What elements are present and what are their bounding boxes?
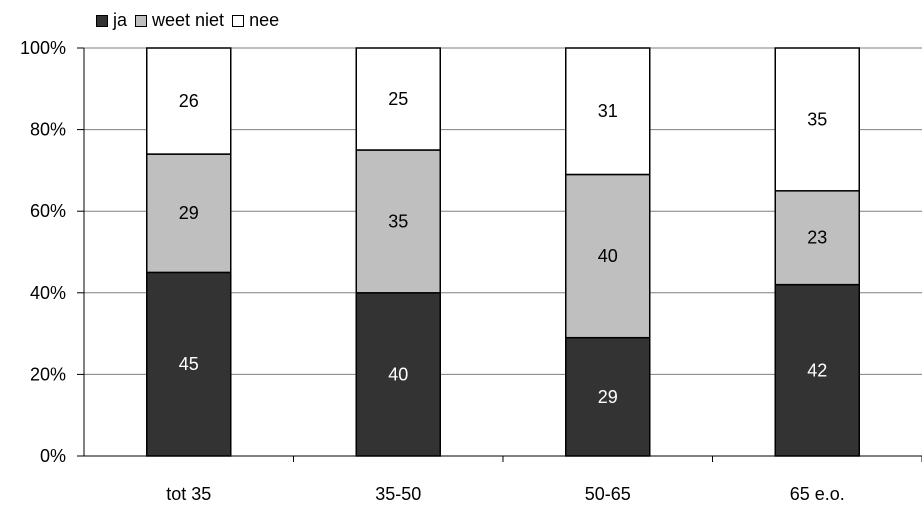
- bar-segment: [355, 47, 441, 151]
- bar-segment: [565, 47, 651, 176]
- data-label: 29: [179, 203, 199, 223]
- bar-segment: [565, 336, 651, 457]
- data-label: 25: [388, 89, 408, 109]
- x-tick-label: 50-65: [585, 484, 631, 504]
- y-tick-label: 40%: [30, 283, 66, 303]
- y-tick-label: 80%: [30, 120, 66, 140]
- bar-segment: [565, 173, 651, 339]
- data-label: 31: [598, 101, 618, 121]
- legend-item-weet-niet: weet niet: [135, 10, 224, 31]
- legend-swatch-ja: [96, 14, 108, 27]
- data-label: 42: [807, 360, 827, 380]
- data-label: 29: [598, 387, 618, 407]
- legend-label-weet-niet: weet niet: [152, 10, 225, 30]
- legend-label-ja: ja: [113, 10, 128, 30]
- bar-segment: [774, 283, 860, 457]
- legend-item-nee: nee: [232, 10, 279, 31]
- data-label: 26: [179, 91, 199, 111]
- data-label: 35: [807, 109, 827, 129]
- data-label: 45: [179, 354, 199, 374]
- legend-item-ja: ja: [96, 10, 127, 31]
- legend-label-nee: nee: [249, 10, 280, 30]
- data-label: 40: [388, 364, 408, 384]
- data-label: 35: [388, 211, 408, 231]
- x-tick-label: tot 35: [166, 484, 211, 504]
- y-tick-label: 20%: [30, 364, 66, 384]
- data-label: 40: [598, 246, 618, 266]
- y-tick-label: 100%: [20, 38, 66, 58]
- y-tick-label: 0%: [40, 446, 66, 466]
- y-tick-label: 60%: [30, 201, 66, 221]
- legend-swatch-weet-niet: [135, 14, 148, 27]
- bar-segment: [355, 149, 441, 294]
- bar-segment: [146, 271, 232, 457]
- legend-swatch-nee: [232, 14, 245, 27]
- x-tick-label: 65 e.o.: [790, 484, 845, 504]
- x-tick-label: 35-50: [375, 484, 421, 504]
- bar-segment: [146, 153, 232, 274]
- bar-segment: [146, 47, 232, 155]
- bar-segment: [774, 190, 860, 286]
- legend: ja weet niet nee: [96, 10, 287, 31]
- data-label: 23: [807, 228, 827, 248]
- bar-segment: [774, 47, 860, 192]
